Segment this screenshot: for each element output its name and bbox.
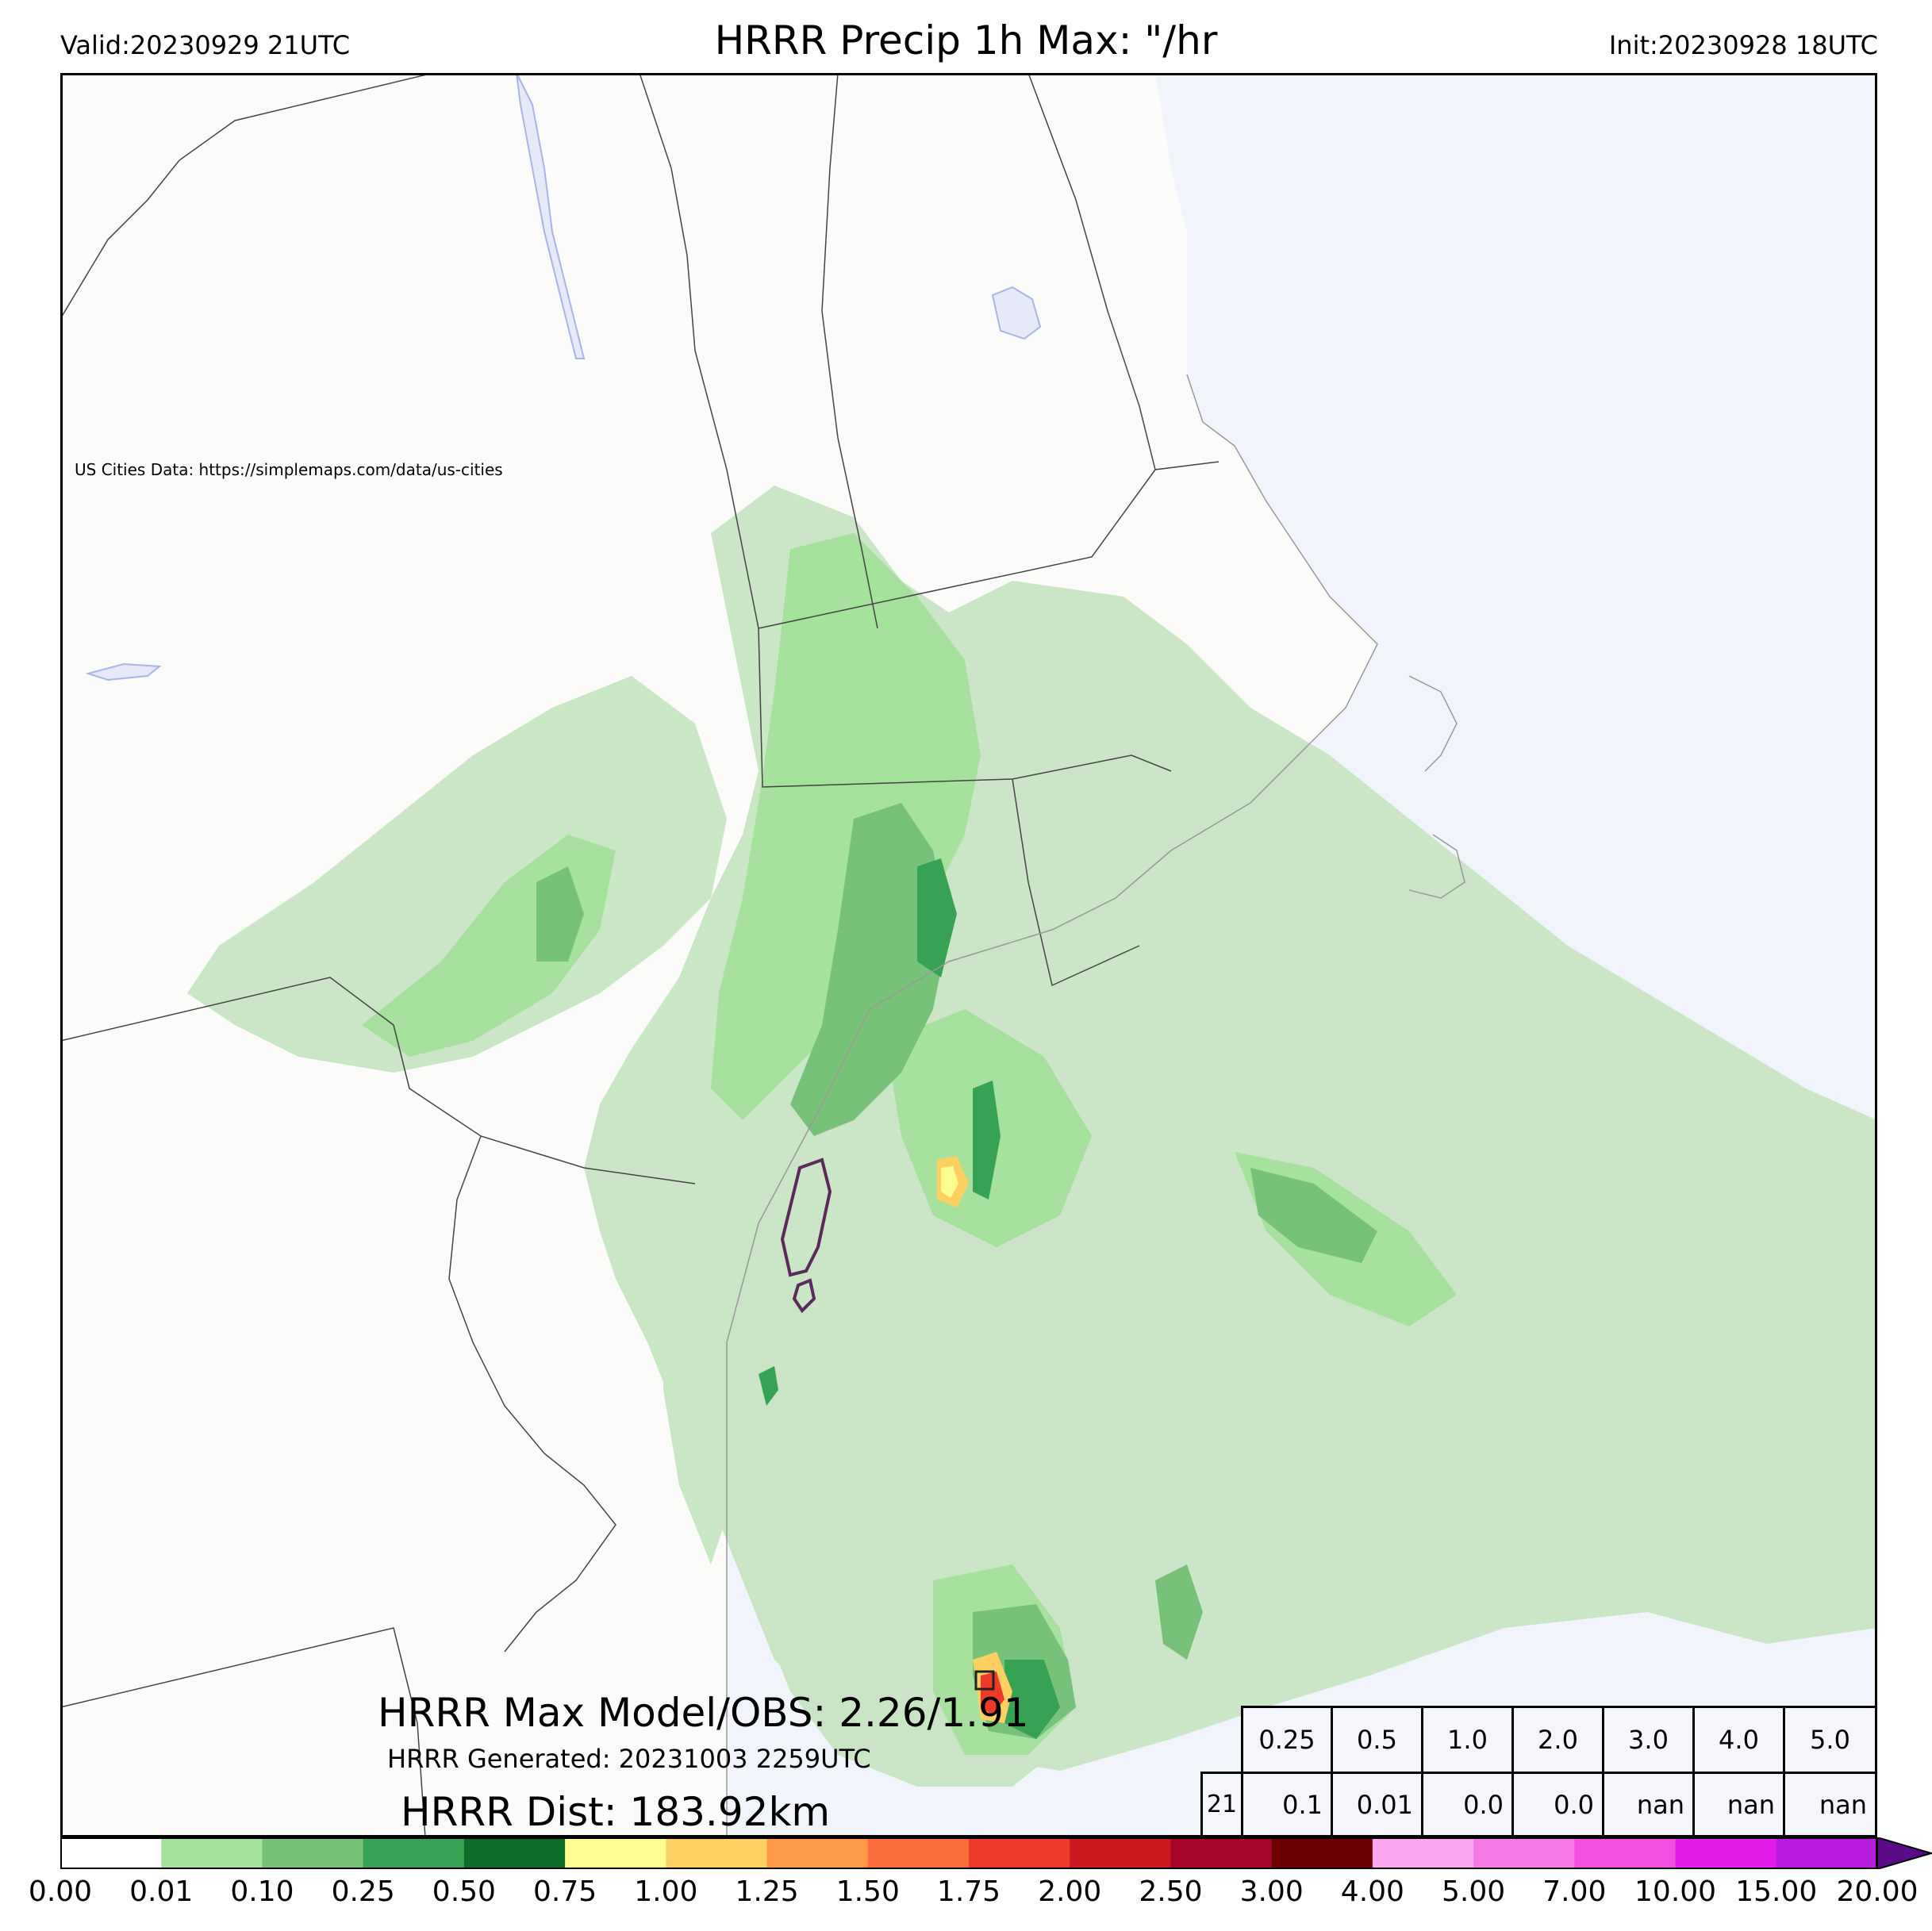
lake-small-2 — [85, 662, 162, 681]
hrrr-distance: HRRR Dist: 183.92km — [401, 1789, 831, 1835]
data-attribution: US Cities Data: https://simplemaps.com/d… — [75, 460, 503, 479]
page-title: HRRR Precip 1h Max: "/hr — [714, 17, 1218, 63]
colorbar-ticks: 0.00 0.01 0.10 0.25 0.50 0.75 1.00 1.25 1.50 1.75… — [0, 1875, 1932, 1923]
lake-small-1 — [991, 286, 1042, 340]
colorbar — [60, 1837, 1932, 1869]
colorbar-segment — [666, 1837, 768, 1869]
precip-intense-layer — [759, 858, 1060, 1739]
threshold-cell: 0.5 — [1331, 1706, 1423, 1774]
stats-table: 0.25 0.5 1.0 2.0 3.0 4.0 5.0 21 0.1 0.01… — [1200, 1706, 1877, 1837]
value-cell: 0.0 — [1511, 1772, 1604, 1837]
colorbar-tick-label: 1.50 — [835, 1875, 900, 1908]
colorbar-segment — [1372, 1837, 1474, 1869]
lake-champlain — [516, 73, 586, 359]
colorbar-tick-label: 1.25 — [735, 1875, 799, 1908]
colorbar-segment — [1574, 1837, 1677, 1869]
colorbar-tick-label: 10.00 — [1634, 1875, 1717, 1908]
colorbar-segment — [1675, 1837, 1777, 1869]
coastline — [726, 374, 1465, 1837]
colorbar-segment — [766, 1837, 869, 1869]
threshold-cell: 1.0 — [1421, 1706, 1514, 1774]
init-time: Init:20230928 18UTC — [1608, 30, 1878, 60]
row-label-cell: 21 — [1200, 1772, 1243, 1837]
threshold-cell: 4.0 — [1692, 1706, 1785, 1774]
colorbar-segment — [262, 1837, 364, 1869]
obs-marker — [974, 1670, 995, 1691]
colorbar-segment — [1070, 1837, 1171, 1869]
colorbar-tick-label: 1.00 — [634, 1875, 698, 1908]
colorbar-segment — [867, 1837, 970, 1869]
colorbar-tick-label: 1.75 — [936, 1875, 1001, 1908]
value-cell: nan — [1602, 1772, 1695, 1837]
colorbar-tick-label: 0.75 — [533, 1875, 597, 1908]
map-canvas — [60, 73, 1877, 1837]
generated-time: HRRR Generated: 20231003 2259UTC — [387, 1744, 871, 1774]
threshold-cell: 2.0 — [1511, 1706, 1604, 1774]
value-cell: 0.0 — [1421, 1772, 1514, 1837]
colorbar-segment — [1170, 1837, 1273, 1869]
colorbar-tick-label: 0.01 — [129, 1875, 194, 1908]
colorbar-tick-label: 2.50 — [1139, 1875, 1203, 1908]
precip-map[interactable] — [60, 73, 1877, 1837]
colorbar-segment — [1776, 1837, 1878, 1869]
colorbar-tick-label: 7.00 — [1542, 1875, 1607, 1908]
value-cell: 0.1 — [1241, 1772, 1333, 1837]
colorbar-tick-label: 15.00 — [1735, 1875, 1818, 1908]
value-cell: nan — [1692, 1772, 1785, 1837]
colorbar-segment — [1473, 1837, 1575, 1869]
colorbar-tick-label: 3.00 — [1239, 1875, 1304, 1908]
colorbar-tick-label: 0.25 — [331, 1875, 395, 1908]
value-cell: 0.01 — [1331, 1772, 1423, 1837]
colorbar-tick-label: 0.50 — [432, 1875, 496, 1908]
colorbar-tick-label: 0.10 — [230, 1875, 294, 1908]
threshold-cell: 5.0 — [1783, 1706, 1877, 1774]
colorbar-tick-label: 20.00 — [1836, 1875, 1919, 1908]
colorbar-segment — [363, 1837, 465, 1869]
colorbar-segment — [565, 1837, 666, 1869]
colorbar-segment — [969, 1837, 1070, 1869]
colorbar-segment — [60, 1837, 162, 1869]
state-borders — [60, 73, 1220, 1837]
colorbar-extend-arrow — [1876, 1837, 1932, 1869]
threshold-cell: 0.25 — [1241, 1706, 1333, 1774]
max-model-obs: HRRR Max Model/OBS: 2.26/1.91 — [378, 1690, 1029, 1736]
map-frame — [60, 73, 1877, 1837]
colorbar-segment — [1271, 1837, 1373, 1869]
contour-outline — [780, 1157, 832, 1314]
colorbar-tick-label: 0.00 — [28, 1875, 93, 1908]
threshold-cell: 3.0 — [1602, 1706, 1695, 1774]
colorbar-tick-label: 2.00 — [1038, 1875, 1102, 1908]
colorbar-tick-label: 4.00 — [1340, 1875, 1404, 1908]
colorbar-tick-label: 5.00 — [1442, 1875, 1506, 1908]
colorbar-frame — [60, 1837, 1877, 1869]
valid-time: Valid:20230929 21UTC — [60, 30, 351, 60]
colorbar-segment — [161, 1837, 263, 1869]
value-cell: nan — [1783, 1772, 1877, 1837]
colorbar-segment — [463, 1837, 566, 1869]
